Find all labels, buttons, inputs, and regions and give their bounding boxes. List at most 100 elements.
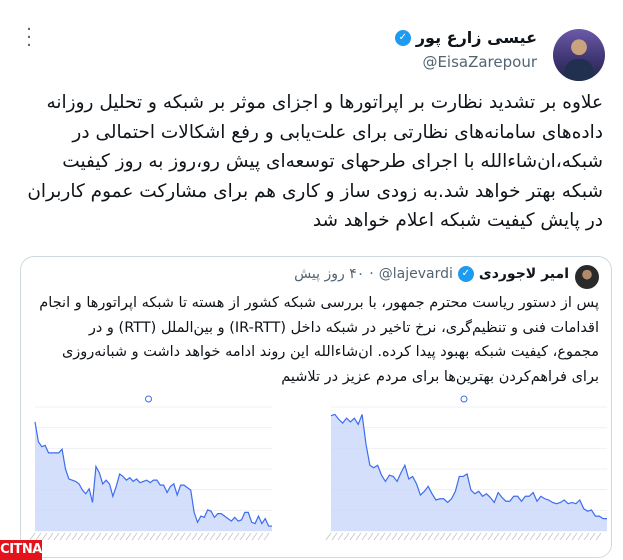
tick-label [143,532,150,541]
chart-image-ir-rtt[interactable] [21,393,276,557]
legend-marker [145,395,152,403]
tick-label [77,532,84,541]
tick-label [161,532,168,541]
tick-label [233,532,240,541]
chart-line [330,413,607,520]
tweet-text-line: شبکه بهتر خواهد شد.به زودی ساز و کاری هم… [27,180,603,202]
quoted-text-line: اقدامات فنی و تنظیم‌گری، نرخ تاخیر در شب… [88,319,599,336]
tick-label [481,532,488,541]
tick-label [155,532,162,541]
quoted-tweet-time[interactable]: ۴۰ روز پیش [294,266,365,282]
quoted-author-avatar[interactable] [575,265,599,289]
tick-label [137,532,144,541]
tick-label [239,532,246,541]
quoted-tweet-card[interactable]: امیر لاجوردی ✓ @lajevardi · ۴۰ روز پیش پ… [20,256,612,558]
tick-label [131,532,138,541]
tick-label [197,532,204,541]
tick-label [529,532,536,541]
tick-label [571,532,578,541]
quoted-text-line: پس از دستور ریاست محترم جمهور، با بررسی … [39,295,599,311]
chart-area [331,414,607,531]
chart-image-rtt[interactable] [317,393,611,557]
tick-label [373,532,380,541]
tweet-text-line: علاوه بر تشدید نظارت بر اپراتورها و اجزا… [46,92,603,113]
tick-label [577,532,584,541]
tick-label [89,532,96,541]
citna-logo: CITNA [0,540,42,560]
tick-label [511,532,518,541]
tick-label [41,532,48,541]
tick-label [367,532,374,541]
tick-label [251,532,258,541]
tick-label [343,532,350,541]
tick-label [463,532,470,541]
tick-label [355,532,362,541]
tweet-text-line: شبکه،ان‌شاءالله با اجرای طرحهای توسعه‌ای… [62,151,603,172]
legend-marker [460,395,468,403]
tick-label [397,532,404,541]
quoted-author-handle[interactable]: @lajevardi [378,266,453,282]
tweet-text: علاوه بر تشدید نظارت بر اپراتورها و اجزا… [13,88,603,236]
tick-label [559,532,566,541]
tick-label [535,532,542,541]
tick-label [469,532,476,541]
author-handle[interactable]: @EisaZarepour [422,53,537,71]
verified-badge-icon: ✓ [394,29,411,46]
tick-label [337,532,344,541]
tick-label [71,532,78,541]
tick-label [523,532,530,541]
tick-label [47,532,54,541]
tick-label [215,532,222,541]
author-avatar[interactable] [553,29,605,81]
tick-label [209,532,216,541]
quoted-author-name[interactable]: امیر لاجوردی [478,266,569,282]
verified-badge-icon: ✓ [457,266,474,282]
tick-label [191,532,198,541]
tick-label [541,532,548,541]
tick-label [409,532,416,541]
tick-label [565,532,572,541]
tick-label [149,532,156,541]
tick-label [59,532,66,541]
tick-label [65,532,72,541]
tick-label [499,532,506,541]
tick-label [113,532,120,541]
tick-label [83,532,90,541]
tick-label [119,532,126,541]
tick-label [125,532,132,541]
quoted-tweet-text: پس از دستور ریاست محترم جمهور، با بررسی … [29,291,599,389]
quoted-text-line: برای فراهم‌کردن بهترین‌ها برای مردم عزیز… [281,368,599,385]
tick-label [245,532,252,541]
tick-label [439,532,446,541]
tick-label [53,532,60,541]
tweet-text-line: داده‌های سامانه‌های نظارتی برای علت‌یابی… [72,121,603,143]
tick-label [427,532,434,541]
tick-label [475,532,482,541]
author-name[interactable]: عیسی زارع پور [415,28,537,47]
tick-label [227,532,234,541]
tick-label [29,532,36,541]
tick-label [101,532,108,541]
tick-label [95,532,102,541]
tick-label [167,532,174,541]
quoted-tweet-header: امیر لاجوردی ✓ @lajevardi · ۴۰ روز پیش [294,266,569,282]
tick-label [361,532,368,541]
tick-label [415,532,422,541]
more-vertical-icon[interactable]: · · · [26,19,32,56]
tick-label [583,532,590,541]
tick-label [553,532,560,541]
tick-label [445,532,452,541]
tick-label [421,532,428,541]
tick-label [257,532,264,541]
tick-label [379,532,386,541]
tick-label [173,532,180,541]
tick-label [385,532,392,541]
tick-label [263,532,270,541]
tick-label [457,532,464,541]
tick-label [35,532,42,541]
tick-label [487,532,494,541]
tick-label [331,532,338,541]
tick-label [433,532,440,541]
tick-label [451,532,458,541]
tick-label [517,532,524,541]
